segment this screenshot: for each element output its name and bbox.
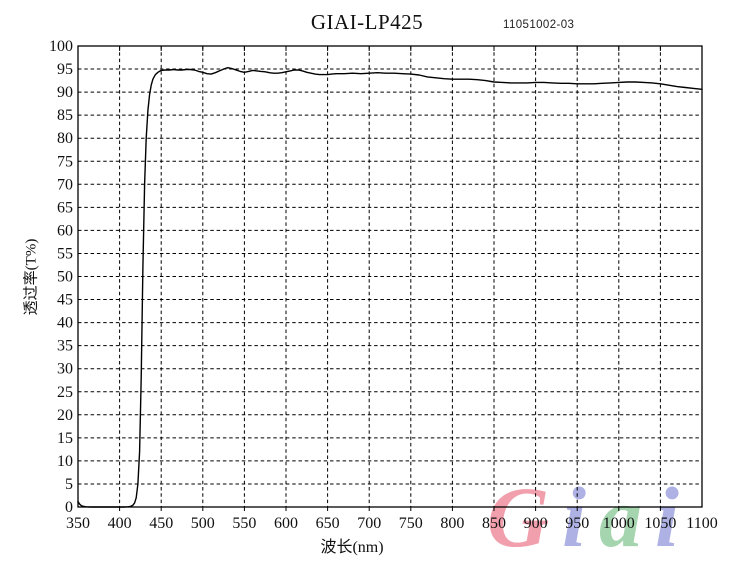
chart-title: GIAI-LP425 <box>310 10 424 34</box>
x-tick-label: 900 <box>524 515 548 532</box>
y-tick-label: 10 <box>57 453 73 470</box>
y-tick-label: 15 <box>57 430 73 447</box>
x-tick-label: 650 <box>316 515 340 532</box>
x-axis-title: 波长(nm) <box>320 539 384 556</box>
x-tick-label: 1050 <box>644 515 676 532</box>
x-tick-label: 800 <box>440 515 464 532</box>
y-tick-label: 65 <box>57 199 73 216</box>
y-tick-label: 70 <box>57 176 73 193</box>
x-tick-label: 500 <box>191 515 215 532</box>
x-tick-label: 950 <box>565 515 589 532</box>
plot-border <box>77 45 703 508</box>
y-tick-label: 25 <box>57 384 73 401</box>
x-tick-label: 350 <box>66 515 90 532</box>
x-tick-label: 550 <box>232 515 256 532</box>
y-tick-label: 45 <box>57 292 73 309</box>
x-tick-label: 450 <box>149 515 173 532</box>
y-tick-label: 50 <box>57 269 73 286</box>
y-tick-label: 55 <box>57 245 73 262</box>
y-tick-label: 75 <box>57 153 73 170</box>
y-tick-label: 40 <box>57 315 73 332</box>
x-tick-label: 1000 <box>603 515 635 532</box>
y-tick-label: 100 <box>49 38 73 55</box>
serial-number: 11051002-03 <box>503 19 575 31</box>
x-tick-label: 600 <box>274 515 298 532</box>
y-tick-label: 35 <box>57 338 73 355</box>
x-tick-label: 400 <box>108 515 132 532</box>
y-tick-label: 90 <box>57 84 73 101</box>
y-tick-label: 0 <box>65 499 73 516</box>
x-tick-label: 700 <box>357 515 381 532</box>
x-tick-label: 750 <box>399 515 423 532</box>
y-tick-label: 85 <box>57 107 73 124</box>
y-tick-label: 30 <box>57 361 73 378</box>
y-tick-label: 5 <box>65 476 73 493</box>
x-tick-label: 850 <box>482 515 506 532</box>
y-tick-label: 95 <box>57 61 73 78</box>
y-tick-label: 80 <box>57 130 73 147</box>
y-tick-label: 20 <box>57 407 73 424</box>
transmission-curve <box>77 67 703 508</box>
y-axis-title: 透过率(T%) <box>23 238 40 316</box>
x-tick-label: 1100 <box>686 515 717 532</box>
y-tick-label: 60 <box>57 222 73 239</box>
